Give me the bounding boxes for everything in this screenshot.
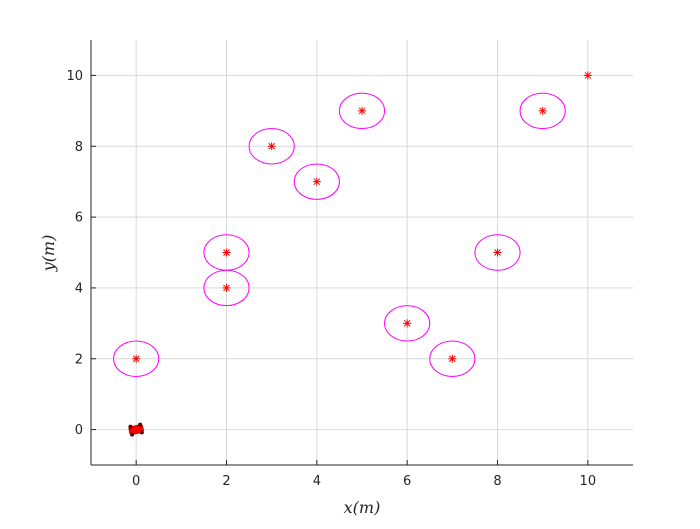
data-point <box>132 354 141 363</box>
circle-marker <box>384 305 431 342</box>
y-tick-label: 2 <box>75 352 83 367</box>
x-tick-label: 6 <box>403 474 411 489</box>
circles <box>113 92 566 377</box>
data-point <box>358 106 366 115</box>
data-point <box>583 71 592 80</box>
circle-marker <box>429 340 476 377</box>
data-point <box>448 354 457 363</box>
circle-marker <box>474 234 521 271</box>
y-tick-label: 6 <box>75 211 83 226</box>
data-point <box>403 319 412 328</box>
grid <box>91 40 633 465</box>
x-tick-label: 4 <box>313 474 321 489</box>
plot-area <box>91 40 633 465</box>
y-tick-label: 10 <box>66 69 83 84</box>
circle-marker <box>293 163 340 200</box>
circle-marker <box>113 340 160 377</box>
vehicle-marker <box>128 422 144 437</box>
x-tick-label: 0 <box>132 474 140 489</box>
data-point <box>312 177 321 186</box>
data-point <box>222 283 231 292</box>
data-point <box>493 248 502 257</box>
x-tick-label: 2 <box>222 474 230 489</box>
data-point <box>222 248 231 257</box>
circle-marker <box>203 234 250 271</box>
x-tick-label: 10 <box>580 474 597 489</box>
x-tick-label: 8 <box>493 474 501 489</box>
vehicle <box>128 422 144 437</box>
x-axis-label: x(m) <box>344 498 381 517</box>
circle-marker <box>248 128 295 165</box>
y-axis-label: y(m) <box>39 235 58 273</box>
points <box>132 71 592 363</box>
y-tick-label: 8 <box>75 140 83 155</box>
axes: 0 2 4 6 8 10 0 2 4 6 8 10 <box>66 40 633 489</box>
data-point <box>538 106 547 115</box>
circle-marker <box>338 92 386 130</box>
y-tick-label: 4 <box>75 281 83 296</box>
circle-marker <box>519 92 566 130</box>
data-point <box>267 142 276 151</box>
y-tick-label: 0 <box>75 423 83 438</box>
